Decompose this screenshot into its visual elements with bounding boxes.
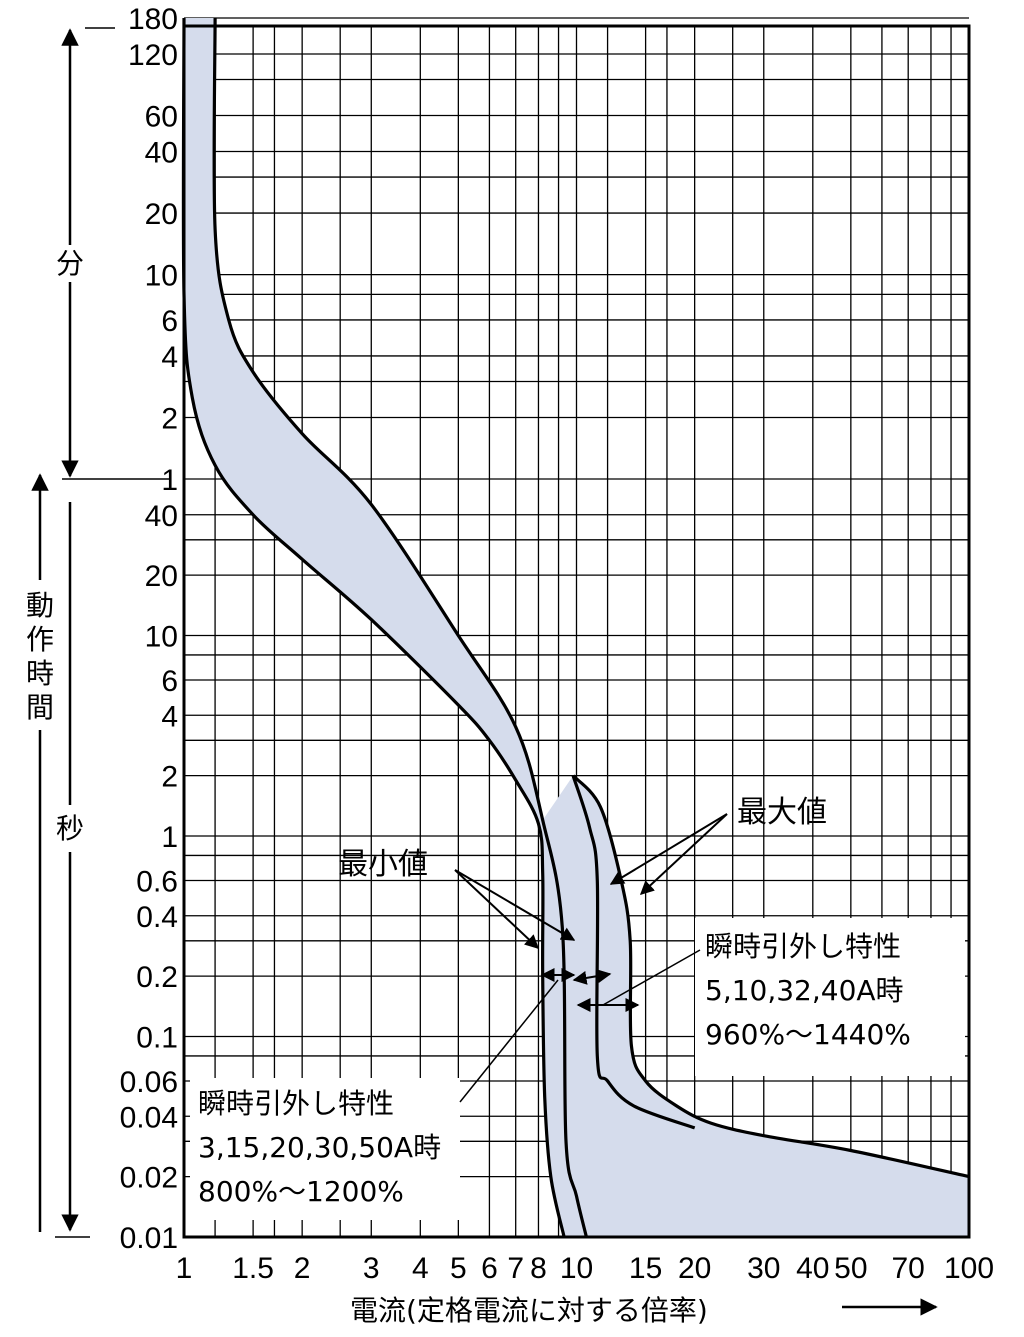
y-tick-label: 180: [128, 3, 178, 36]
y-tick-label: 120: [128, 39, 178, 72]
y-tick-labels: 18012060402010642140201064210.60.40.20.1…: [120, 3, 178, 1255]
y-tick-label: 0.02: [120, 1162, 178, 1195]
annotation-box-3-15-20-30-50a: 瞬時引外し特性 3,15,20,30,50A時 800%〜1200%: [190, 979, 559, 1220]
x-tick-label: 20: [678, 1252, 711, 1285]
y-tick-label: 1: [161, 821, 178, 854]
trip-curves: [181, 17, 970, 1238]
y-tick-label: 10: [145, 621, 178, 654]
y-tick-label: 0.06: [120, 1066, 178, 1099]
x-tick-label: 100: [944, 1252, 994, 1285]
y-tick-label: 6: [161, 665, 178, 698]
x-axis-title: 電流(定格電流に対する倍率): [350, 1294, 708, 1327]
x-tick-label: 1.5: [232, 1252, 274, 1285]
x-tick-label: 40: [796, 1252, 829, 1285]
x-tick-label: 6: [481, 1252, 498, 1285]
max-arrow-1: [609, 813, 728, 885]
x-tick-label: 70: [892, 1252, 925, 1285]
x-tick-label: 1: [176, 1252, 193, 1285]
y-axis-title-char: 間: [26, 691, 54, 724]
box1-title: 瞬時引外し特性: [705, 930, 901, 963]
box2-line3: 800%〜1200%: [198, 1175, 404, 1208]
x-tick-labels: 1 1.5 2 3 4 5 6 7 8 10 15 20 30 40 50 70 100: [176, 1252, 994, 1285]
y-tick-label: 2: [161, 761, 178, 794]
y-axis-title-char: 時: [26, 657, 54, 690]
x-tick-label: 4: [412, 1252, 429, 1285]
y-tick-label: 60: [145, 101, 178, 134]
seconds-label: 秒: [56, 812, 84, 845]
y-tick-label: 40: [145, 500, 178, 533]
y-tick-label: 2: [161, 402, 178, 435]
y-tick-label: 6: [161, 305, 178, 338]
y-axis-title-char: 動: [26, 589, 54, 622]
y-tick-label: 40: [145, 137, 178, 170]
minutes-label: 分: [56, 247, 84, 280]
y-tick-label: 20: [145, 560, 178, 593]
y-tick-label: 10: [145, 260, 178, 293]
min-arrow-2: [454, 869, 576, 941]
annotation-box-5-10-32-40a: 瞬時引外し特性 5,10,32,40A時 960%〜1440%: [602, 918, 965, 1076]
y-axis-title-char: 作: [26, 623, 54, 656]
y-unit-markers: [31, 27, 170, 1238]
trip-curve-1: [212, 17, 588, 1238]
x-tick-label: 10: [560, 1252, 593, 1285]
max-arrow-2: [639, 813, 728, 895]
trip-curve-3: [571, 774, 970, 1179]
x-tick-label: 15: [629, 1252, 662, 1285]
plot-frame: [182, 24, 971, 1239]
y-tick-label: 20: [145, 198, 178, 231]
x-tick-label: 5: [450, 1252, 467, 1285]
box2-line2: 3,15,20,30,50A時: [198, 1131, 441, 1164]
trip-curve-2: [571, 775, 696, 1130]
range-arrow-960-1440: [572, 969, 612, 985]
y-tick-label: 1: [161, 464, 178, 497]
trip-curve-0: [181, 17, 566, 1238]
trip-band: [183, 18, 969, 1237]
min-label: 最小値: [338, 847, 428, 882]
box1-line2: 5,10,32,40A時: [705, 974, 904, 1007]
y-tick-label: 0.1: [136, 1022, 178, 1055]
y-tick-label: 4: [161, 700, 178, 733]
x-tick-label: 8: [530, 1252, 547, 1285]
x-tick-label: 50: [834, 1252, 867, 1285]
max-label: 最大値: [737, 795, 827, 830]
y-tick-label: 0.2: [136, 961, 178, 994]
band-fill: [183, 18, 969, 1237]
x-tick-label: 2: [294, 1252, 311, 1285]
min-arrow-1: [454, 869, 540, 949]
y-tick-label: 0.01: [120, 1222, 178, 1255]
x-tick-label: 7: [507, 1252, 524, 1285]
box2-title: 瞬時引外し特性: [198, 1087, 394, 1120]
box1-line3: 960%〜1440%: [705, 1018, 911, 1051]
y-tick-label: 4: [161, 341, 178, 374]
y-tick-label: 0.4: [136, 901, 178, 934]
x-tick-label: 3: [363, 1252, 380, 1285]
y-tick-label: 0.04: [120, 1101, 178, 1134]
y-tick-label: 0.6: [136, 865, 178, 898]
x-tick-label: 30: [747, 1252, 780, 1285]
